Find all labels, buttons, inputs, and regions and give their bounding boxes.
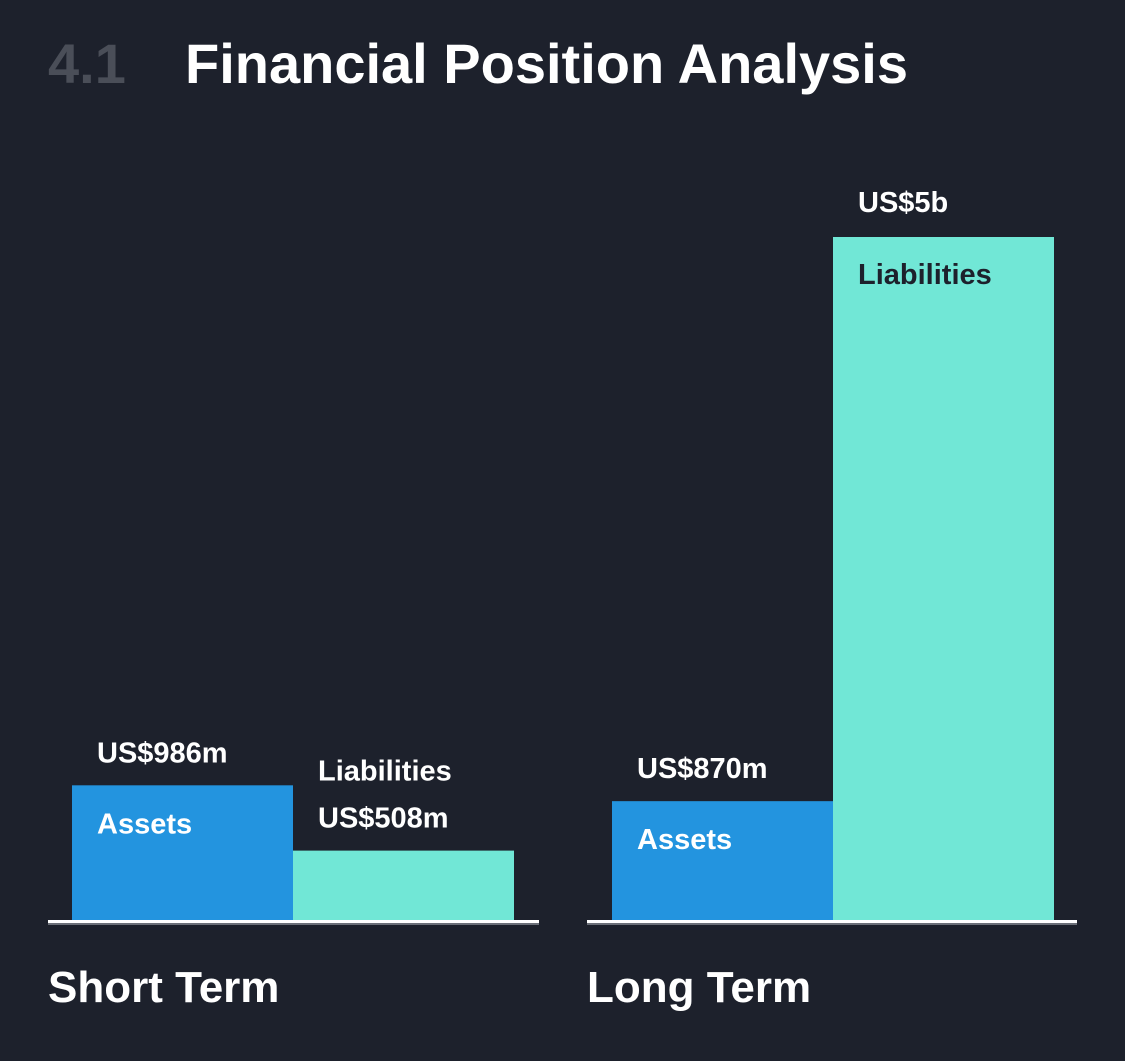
short-term-assets-series-label: Assets bbox=[97, 808, 192, 840]
long-term-liabilities-value-label: US$5b bbox=[858, 187, 948, 219]
short-term-baseline-shadow bbox=[48, 923, 539, 925]
long-term-liabilities-bar bbox=[833, 237, 1054, 920]
long-term-baseline bbox=[587, 920, 1077, 923]
short-term-assets-bar bbox=[72, 785, 293, 920]
short-term-liabilities-series-label: Liabilities bbox=[318, 756, 452, 788]
short-term-group-label: Short Term bbox=[48, 963, 279, 1012]
page-title: Financial Position Analysis bbox=[185, 31, 908, 95]
short-term-liabilities-value-label: US$508m bbox=[318, 803, 449, 835]
short-term-liabilities-bar bbox=[293, 850, 514, 920]
long-term-assets-value-label: US$870m bbox=[637, 753, 768, 785]
long-term-assets-bar bbox=[612, 801, 833, 920]
short-term-baseline bbox=[48, 920, 539, 923]
short-term-assets-value-label: US$986m bbox=[97, 737, 228, 769]
chart-header: 4.1 Financial Position Analysis bbox=[48, 28, 908, 98]
long-term-baseline-shadow bbox=[587, 923, 1077, 925]
long-term-assets-series-label: Assets bbox=[637, 824, 732, 856]
section-number: 4.1 bbox=[48, 31, 126, 95]
long-term-group-label: Long Term bbox=[587, 963, 811, 1012]
long-term-liabilities-series-label: Liabilities bbox=[858, 259, 992, 291]
